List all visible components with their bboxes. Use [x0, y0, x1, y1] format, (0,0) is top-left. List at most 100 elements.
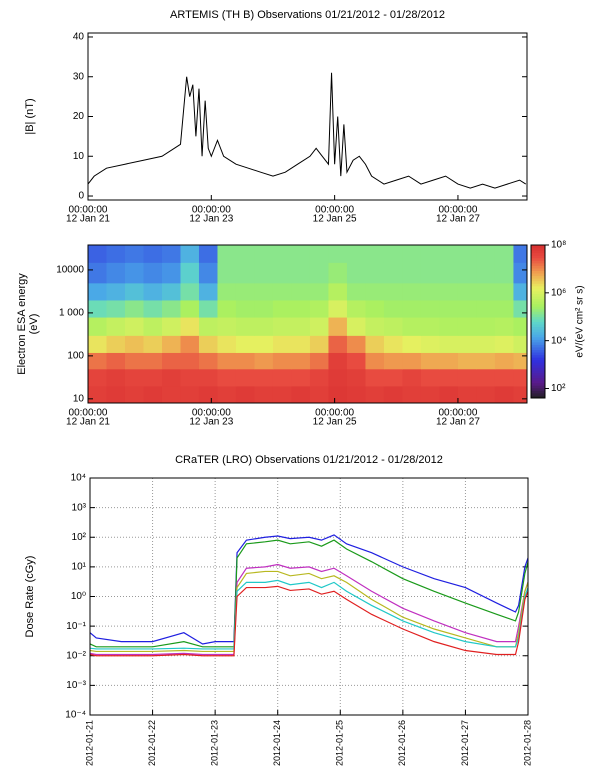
heatmap-cell [291, 282, 311, 301]
heatmap-cell [235, 245, 255, 263]
heatmap-cell [309, 368, 329, 387]
x-tick-time: 00:00:00 [315, 205, 354, 216]
heatmap-cell [180, 385, 200, 404]
colorbar-tick-label: 10² [551, 383, 566, 394]
colorbar-strip [531, 306, 545, 310]
heatmap-cell [180, 262, 200, 284]
x-tick-label: 12 Jan 27 [436, 417, 480, 428]
x-tick-label: 2012-01-21 [84, 720, 94, 766]
plot-frame [87, 244, 528, 404]
colorbar-strip [531, 285, 545, 289]
heatmap-cell [291, 385, 311, 404]
heatmap-cell [402, 335, 422, 353]
heatmap-cell [457, 352, 477, 370]
colorbar-tick-label: 10⁴ [551, 335, 566, 346]
colorbar-strip [531, 267, 545, 271]
heatmap-cell [143, 335, 163, 353]
heatmap-cell [198, 282, 218, 301]
heatmap-cell [272, 245, 292, 263]
x-tick-time: 00:00:00 [192, 205, 231, 216]
heatmap-cell [161, 245, 181, 263]
heatmap-cell [328, 282, 348, 301]
heatmap-cell [217, 317, 237, 336]
heatmap-cell [476, 299, 496, 318]
colorbar-strip [531, 262, 545, 266]
heatmap-cell [198, 352, 218, 370]
heatmap-cell [235, 385, 255, 404]
heatmap-cells [88, 245, 528, 404]
heatmap-cell [439, 352, 459, 370]
heatmap-cell [180, 299, 200, 318]
heatmap-cell [198, 262, 218, 284]
y-tick-label: 100 [67, 351, 84, 362]
heatmap-cell [180, 317, 200, 336]
heatmap-cell [88, 352, 107, 370]
heatmap-cell [161, 368, 181, 387]
heatmap-cell [180, 335, 200, 353]
colorbar-strip [531, 290, 545, 294]
heatmap-cell [106, 317, 126, 336]
heatmap-cell [383, 282, 403, 301]
y-tick-label: 1 000 [59, 308, 84, 319]
colorbar-strip [531, 255, 545, 259]
heatmap-cell [235, 352, 255, 370]
heatmap-cell [513, 352, 528, 370]
heatmap-cell [439, 368, 459, 387]
heatmap-cell [124, 385, 144, 404]
colorbar-strip [531, 265, 545, 269]
heatmap-cell [383, 352, 403, 370]
colorbar-strip [531, 357, 545, 361]
y-tick-label: 10⁻³ [66, 680, 86, 691]
heatmap-cell [254, 368, 274, 387]
heatmap-cell [88, 385, 107, 404]
heatmap-cell [346, 317, 366, 336]
heatmap-cell [272, 335, 292, 353]
heatmap-cell [457, 299, 477, 318]
heatmap-cell [420, 262, 440, 284]
heatmap-cell [291, 368, 311, 387]
colorbar-strip [531, 250, 545, 254]
heatmap-cell [217, 385, 237, 404]
heatmap-cell [457, 385, 477, 404]
heatmap-cell [235, 335, 255, 353]
colorbar-strip [531, 336, 545, 340]
heatmap-cell [328, 385, 348, 404]
heatmap-cell [198, 335, 218, 353]
heatmap-cell [439, 262, 459, 284]
heatmap-cell [513, 282, 528, 301]
heatmap-cell [476, 317, 496, 336]
heatmap-cell [272, 262, 292, 284]
colorbar-strip [531, 326, 545, 330]
heatmap-cell [143, 282, 163, 301]
colorbar-strip [531, 334, 545, 338]
heatmap-cell [217, 262, 237, 284]
heatmap-cell [476, 262, 496, 284]
heatmap-cell [254, 352, 274, 370]
colorbar-strip [531, 362, 545, 366]
heatmap-cell [402, 262, 422, 284]
heatmap-cell [457, 282, 477, 301]
heatmap-cell [143, 262, 163, 284]
y-tick-label: 20 [73, 111, 85, 122]
y-tick-label: 10000 [56, 265, 84, 276]
heatmap-cell [124, 368, 144, 387]
heatmap-cell [402, 299, 422, 318]
y-axis-label: Electron ESA energy [16, 273, 28, 375]
heatmap-cell [143, 368, 163, 387]
heatmap-cell [328, 262, 348, 284]
heatmap-cell [402, 385, 422, 404]
colorbar-strip [531, 247, 545, 251]
heatmap-cell [420, 317, 440, 336]
colorbar-strip [531, 318, 545, 322]
heatmap-cell [124, 317, 144, 336]
heatmap-cell [494, 317, 514, 336]
heatmap-cell [476, 245, 496, 263]
colorbar-strip [531, 311, 545, 315]
heatmap-cell [106, 385, 126, 404]
heatmap-cell [383, 299, 403, 318]
heatmap-cell [143, 352, 163, 370]
heatmap-cell [328, 335, 348, 353]
heatmap-cell [365, 385, 385, 404]
x-tick-label: 2012-01-25 [335, 720, 345, 766]
heatmap-cell [513, 335, 528, 353]
